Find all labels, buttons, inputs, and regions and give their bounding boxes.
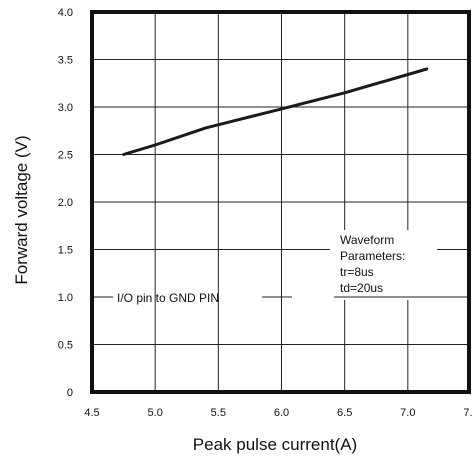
- y-tick-label: 2.0: [58, 197, 73, 209]
- tick-labels: 4.5 5.0 5.5 6.0 6.5 7.0 7.5 0 0.5 1.0 1.5 2.0 2.5 3.0…: [58, 7, 472, 419]
- y-tick-label: 1.5: [58, 245, 73, 257]
- x-tick-label: 7.5: [463, 407, 472, 419]
- x-tick-label: 4.5: [84, 407, 99, 419]
- x-tick-label: 5.0: [148, 407, 163, 419]
- data-point: [153, 143, 157, 147]
- annotation-waveform-line-4: td=20us: [340, 281, 383, 295]
- annotation-waveform-line-1: Waveform: [340, 233, 394, 247]
- grid: [90, 10, 471, 394]
- y-tick-label: 0.5: [58, 340, 73, 352]
- y-tick-label: 3.0: [58, 102, 73, 114]
- x-tick-label: 5.5: [211, 407, 226, 419]
- y-tick-label: 3.5: [58, 55, 73, 67]
- annotation-waveform-line-2: Parameters:: [340, 249, 405, 263]
- y-tick-label: 4.0: [58, 7, 73, 19]
- data-point: [343, 91, 346, 94]
- y-tick-label: 0: [67, 387, 73, 399]
- data-point: [122, 153, 125, 156]
- data-point: [425, 67, 428, 71]
- annotation-waveform: Waveform Parameters: tr=8us td=20us: [340, 233, 405, 295]
- y-tick-label: 1.0: [58, 292, 73, 304]
- x-axis-title: Peak pulse current(A): [193, 435, 357, 454]
- data-point: [280, 107, 283, 111]
- x-tick-label: 6.5: [337, 407, 352, 419]
- x-tick-label: 7.0: [400, 407, 415, 419]
- y-axis-title: Forward voltage (V): [12, 135, 31, 284]
- x-tick-label: 6.0: [274, 407, 289, 419]
- y-tick-label: 2.5: [58, 150, 73, 162]
- series: [122, 67, 429, 156]
- annotation-connection: I/O pin to GND PIN: [117, 291, 219, 305]
- data-point: [204, 126, 207, 130]
- annotation-waveform-line-3: tr=8us: [340, 265, 374, 279]
- series-line: [122, 67, 429, 156]
- plot-frame: [90, 10, 471, 394]
